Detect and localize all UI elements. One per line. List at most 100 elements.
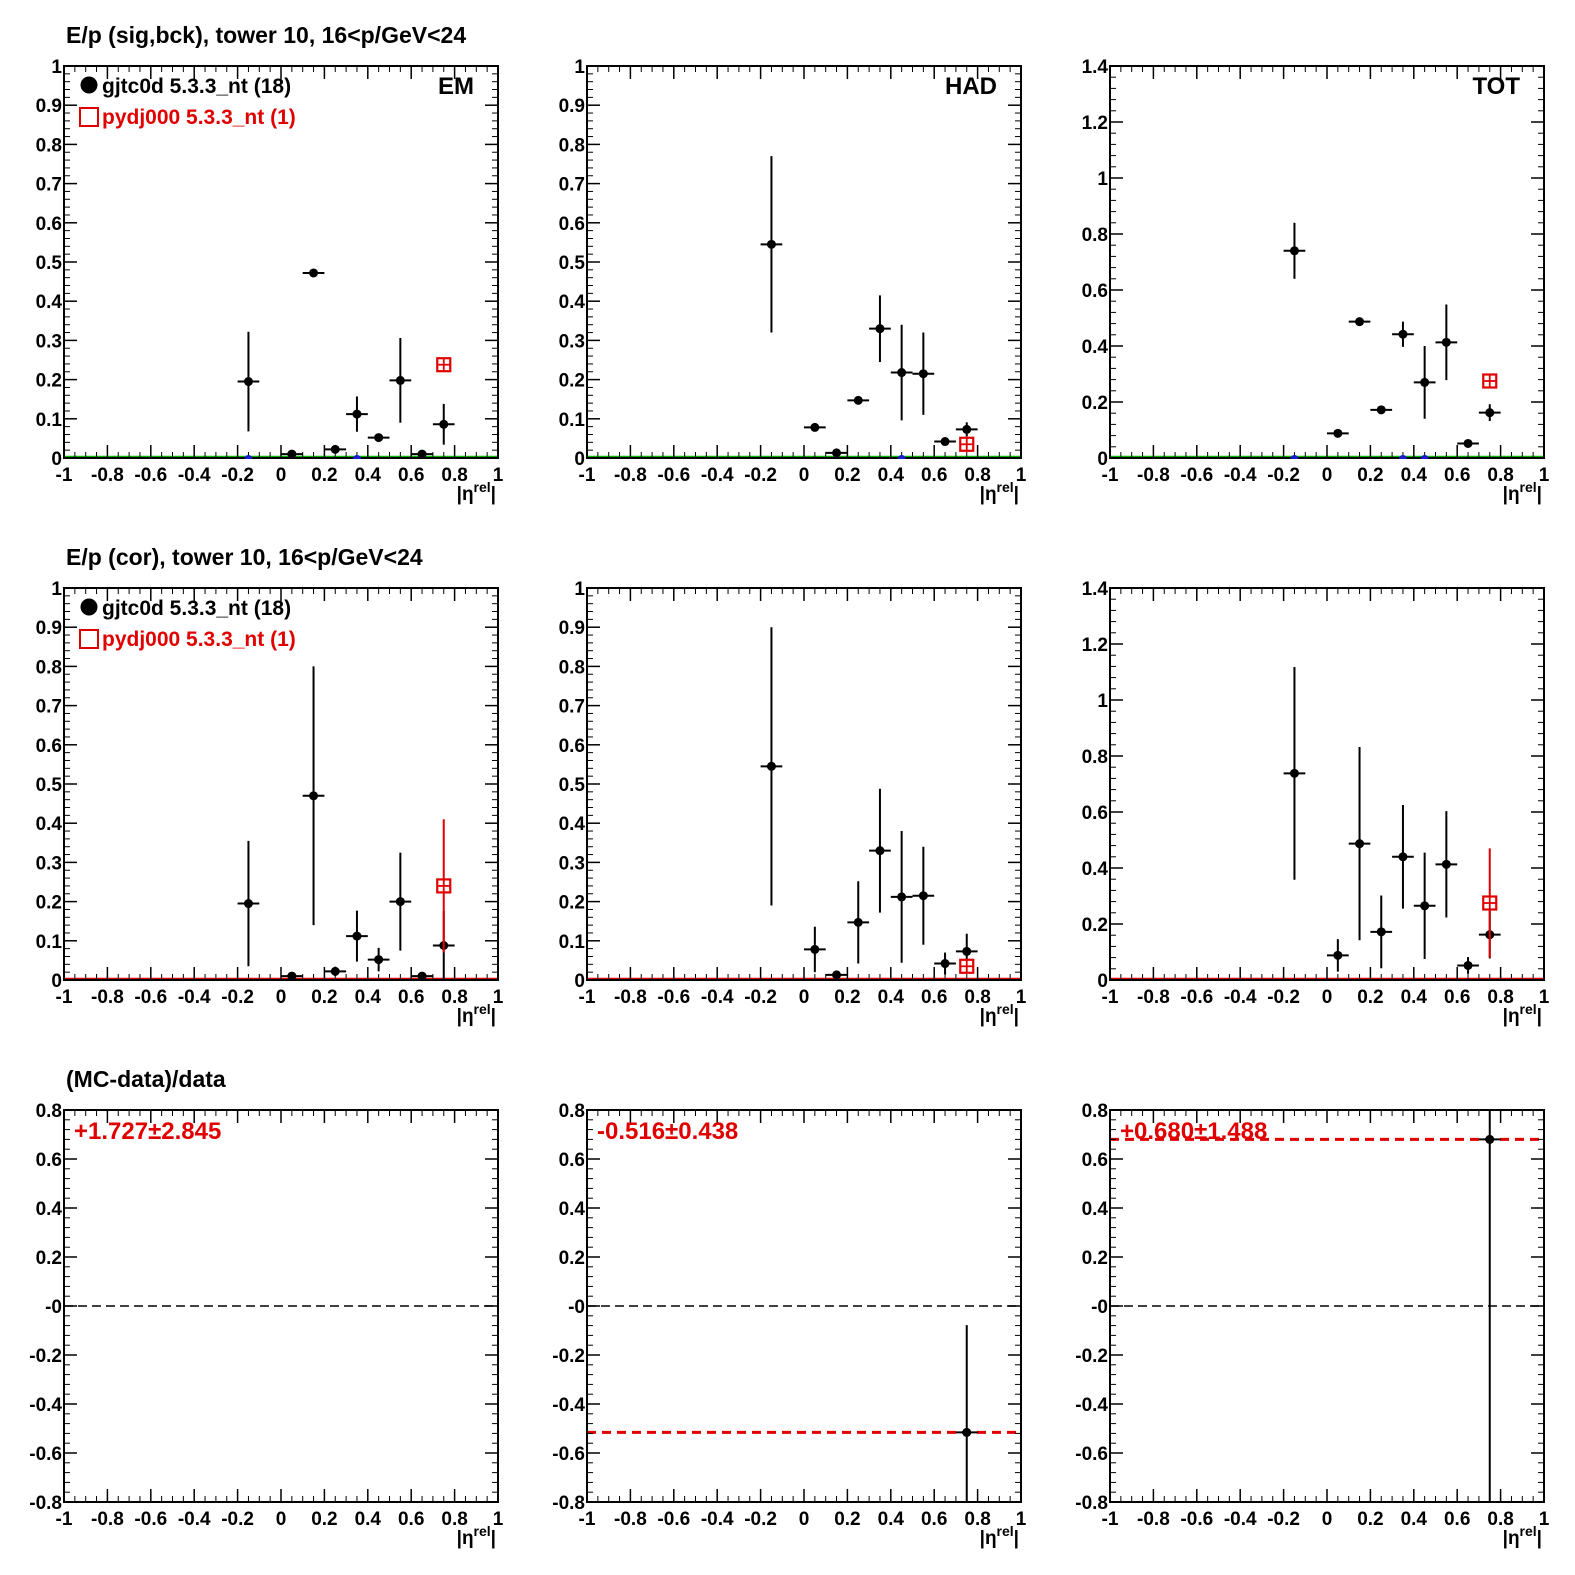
x-tick-label: -0.6 [1180, 1509, 1213, 1530]
x-tick-label: 0.6 [1444, 1509, 1470, 1530]
panel-label: TOT [1472, 73, 1520, 100]
panel-label: HAD [945, 73, 997, 100]
data-point [962, 1427, 972, 1437]
x-tick-label: 0.2 [311, 465, 337, 486]
x-tick-label: -1 [579, 987, 596, 1008]
y-tick-label: 0 [51, 971, 62, 992]
x-tick-label: -0.6 [1180, 465, 1213, 486]
plot-frame [1109, 587, 1545, 981]
y-tick-label: 0 [51, 449, 62, 470]
y-tick-label: 0.2 [1082, 1248, 1108, 1269]
data-point [918, 891, 928, 901]
y-tick-label: 0.4 [559, 1199, 586, 1220]
y-tick-label: -0.6 [29, 1444, 62, 1465]
blue-zero-marker [244, 455, 253, 459]
y-tick-label: 0.4 [36, 814, 63, 835]
x-tick-label: 0.2 [834, 465, 860, 486]
x-tick-label: -0.4 [701, 465, 734, 486]
y-tick-label: 0.4 [36, 1199, 63, 1220]
x-tick-label: 0.4 [1401, 987, 1428, 1008]
y-tick-label: 0.2 [559, 1248, 585, 1269]
x-tick-label: -0.8 [614, 1509, 647, 1530]
data-point [1355, 317, 1365, 327]
row-title-signal-background: E/p (sig,bck), tower 10, 16<p/GeV<24 [66, 22, 467, 48]
panel-0-2: 0 0.2 0.4 0.6 0.8 1 1.2 1.4 -1 -0.8 -0.6 -0.4 -0.2 0 0… [1082, 57, 1550, 505]
x-axis-label: |ηrel| [1503, 1001, 1542, 1027]
x-tick-label: -0.6 [134, 987, 167, 1008]
data-point [287, 449, 297, 459]
x-tick-label: -0.6 [657, 1509, 690, 1530]
data-point [374, 955, 384, 965]
x-tick-label: -1 [1102, 1509, 1119, 1530]
x-tick-label: -1 [579, 465, 596, 486]
y-tick-label: 0.9 [559, 618, 585, 639]
y-tick-label: 0.2 [559, 371, 585, 392]
data-point [1333, 950, 1343, 960]
x-tick-label: -0.4 [1224, 1509, 1257, 1530]
data-point [940, 959, 950, 969]
x-tick-label: 0.4 [878, 465, 905, 486]
x-tick-label: -1 [579, 1509, 596, 1530]
panel-0-1: 00.10.20.30.40.50.60.70.80.91-1 -0.8 -0.6-… [559, 57, 1027, 505]
data-point [766, 239, 776, 249]
y-tick-label: 0.4 [36, 292, 63, 313]
y-tick-label: 0.8 [36, 1101, 62, 1122]
x-tick-label: 0.8 [1487, 465, 1513, 486]
x-tick-label: 0.6 [398, 1509, 424, 1530]
x-tick-label: -0.2 [744, 1509, 777, 1530]
data-point [918, 369, 928, 379]
data-point [1398, 852, 1408, 862]
legend-mc-label: pydj000 5.3.3_nt (1) [102, 106, 296, 129]
data-point [897, 368, 907, 378]
x-tick-label: -0.8 [91, 987, 124, 1008]
x-tick-label: 0 [799, 1509, 810, 1530]
fit-result-label: +1.727±2.845 [74, 1118, 221, 1145]
y-tick-label: -0 [568, 1297, 585, 1318]
data-point [897, 892, 907, 902]
x-tick-label: 0.6 [398, 465, 424, 486]
x-tick-label: 0.2 [834, 987, 860, 1008]
legend-mc-marker [79, 629, 99, 649]
x-axis-label: |ηrel| [457, 1523, 496, 1549]
y-tick-label: 0.3 [559, 331, 585, 352]
y-tick-label: -0.4 [1075, 1395, 1108, 1416]
y-tick-label: 1 [1097, 169, 1108, 190]
y-tick-label: -0.2 [552, 1346, 585, 1367]
y-tick-label: -0.8 [552, 1493, 585, 1514]
x-tick-label: -0.2 [221, 987, 254, 1008]
plot-frame [586, 587, 1022, 981]
x-tick-label: 1 [493, 465, 504, 486]
data-point [287, 971, 297, 981]
y-tick-label: 0 [574, 971, 585, 992]
data-point [1289, 246, 1299, 256]
data-point [832, 448, 842, 458]
data-point [352, 409, 362, 419]
y-tick-label: -0 [45, 1297, 62, 1318]
y-tick-label: 0.1 [559, 932, 586, 953]
y-tick-label: 0.9 [36, 96, 62, 117]
data-point [1420, 377, 1430, 387]
data-point [1355, 839, 1365, 849]
y-tick-label: 0.8 [36, 135, 62, 156]
x-tick-label: 0.8 [1487, 1509, 1513, 1530]
x-tick-label: 1 [493, 987, 504, 1008]
y-tick-label: 0.6 [559, 736, 585, 757]
y-tick-label: 0.4 [1082, 1199, 1109, 1220]
data-point [417, 971, 427, 981]
y-tick-label: 0 [1097, 971, 1108, 992]
x-tick-label: 0.6 [1444, 987, 1470, 1008]
x-tick-label: -1 [56, 987, 73, 1008]
y-tick-label: 0.1 [559, 410, 586, 431]
y-tick-label: 0.7 [36, 697, 62, 718]
y-tick-label: 1 [574, 57, 585, 78]
x-tick-label: -1 [56, 465, 73, 486]
x-tick-label: 0.4 [1401, 465, 1428, 486]
x-tick-label: -0.6 [657, 465, 690, 486]
data-point [875, 846, 885, 856]
x-tick-label: -0.8 [91, 465, 124, 486]
x-tick-label: 0.8 [441, 987, 467, 1008]
data-point [330, 444, 340, 454]
data-point [962, 424, 972, 434]
y-tick-label: 1 [1097, 691, 1108, 712]
data-point [309, 268, 319, 278]
